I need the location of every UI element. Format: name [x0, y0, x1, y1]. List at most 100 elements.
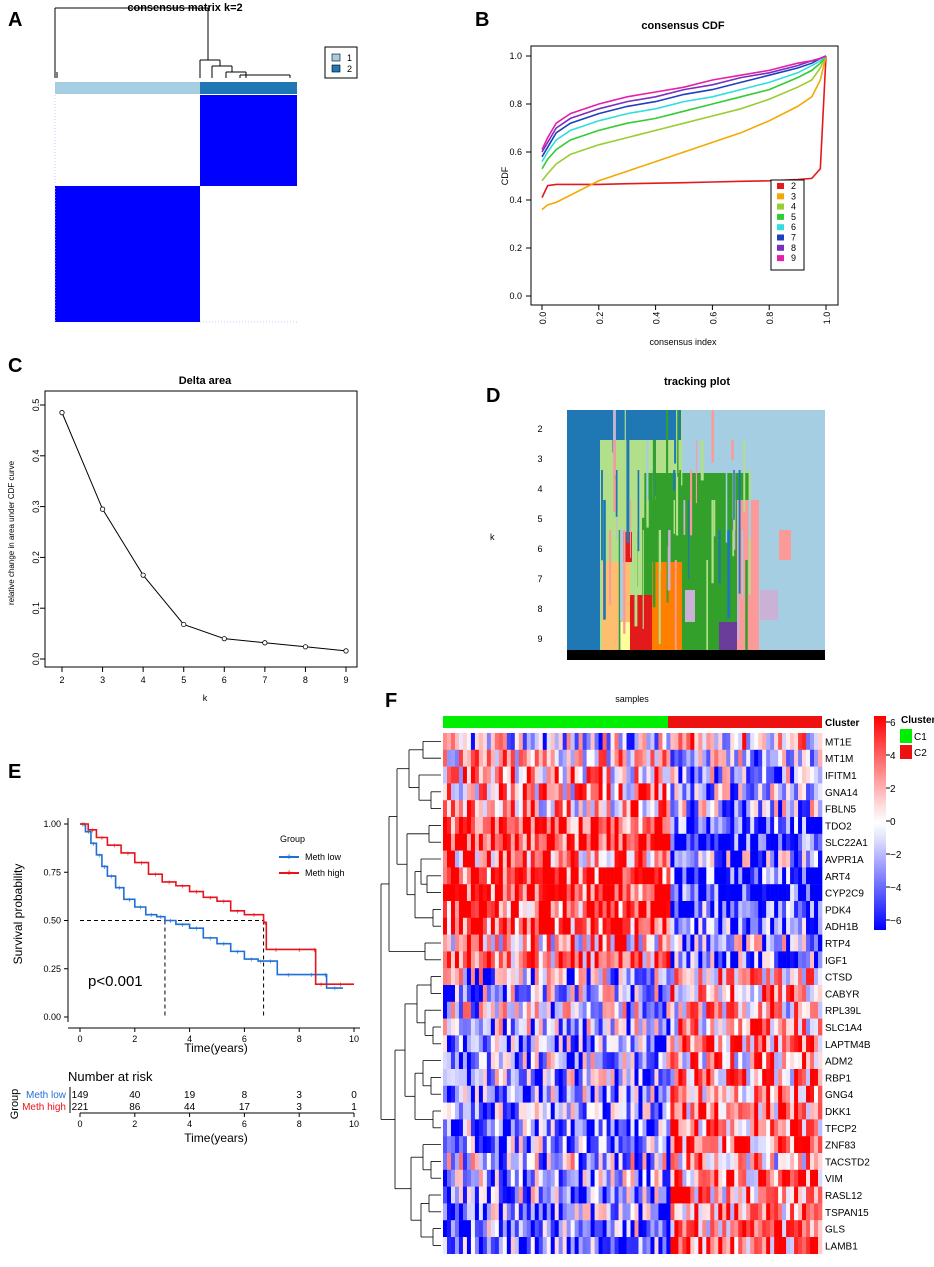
- heatmap-cell: [554, 1237, 559, 1254]
- heatmap-cell: [542, 783, 548, 801]
- heatmap-cell: [754, 800, 759, 818]
- heatmap-cell: [482, 1035, 488, 1053]
- heatmap-cell: [522, 1018, 528, 1036]
- heatmap-cell: [722, 867, 727, 885]
- heatmap-cell: [634, 1203, 639, 1221]
- heatmap-cell: [770, 917, 775, 935]
- tracking-stripe: [743, 440, 746, 513]
- heatmap-cell: [682, 985, 687, 1002]
- heatmap-cell: [474, 985, 480, 1002]
- heatmap-cell: [470, 1102, 476, 1120]
- heatmap-cell: [598, 951, 603, 969]
- heatmap-cell: [618, 1069, 623, 1086]
- heatmap-cell: [454, 1035, 460, 1053]
- heatmap-cell: [454, 833, 460, 851]
- heatmap-cell: [514, 934, 520, 952]
- heatmap-cell: [458, 1169, 464, 1187]
- heatmap-cell: [506, 749, 512, 767]
- heatmap-cell: [798, 833, 803, 851]
- heatmap-cell: [454, 1136, 460, 1154]
- heatmap-cell: [542, 1220, 548, 1238]
- heatmap-cell: [630, 1220, 635, 1238]
- heatmap-cell: [730, 901, 735, 918]
- heatmap-cell: [482, 1069, 488, 1086]
- heatmap-cell: [738, 749, 743, 767]
- heatmap-cell: [766, 800, 771, 818]
- heatmap-cell: [814, 1203, 819, 1221]
- heatmap-cell: [586, 766, 591, 784]
- heatmap-cell: [642, 867, 647, 885]
- heatmap-cell: [626, 850, 631, 868]
- heatmap-cell: [470, 1119, 476, 1137]
- heatmap-cell: [790, 1102, 795, 1120]
- heatmap-cell: [534, 867, 540, 885]
- heatmap-cell: [694, 1237, 699, 1254]
- heatmap-cell: [582, 850, 587, 868]
- heatmap-cell: [766, 884, 771, 902]
- heatmap-cell: [566, 817, 571, 834]
- heatmap-cell: [754, 1085, 759, 1103]
- heatmap-cell: [654, 1169, 659, 1187]
- heatmap-cell: [802, 968, 807, 986]
- heatmap-cell: [762, 1153, 767, 1170]
- heatmap-cell: [542, 766, 548, 784]
- heatmap-cell: [726, 1035, 731, 1053]
- b-legend-swatch-k2: [777, 183, 784, 189]
- heatmap-cell: [798, 1186, 803, 1204]
- heatmap-cell: [534, 1085, 540, 1103]
- heatmap-cell: [746, 1018, 751, 1036]
- heatmap-cell: [726, 766, 731, 784]
- heatmap-cell: [762, 1085, 767, 1103]
- heatmap-cell: [590, 968, 595, 986]
- heatmap-cell: [662, 951, 667, 969]
- heatmap-cell: [650, 749, 655, 767]
- heatmap-cell: [542, 1169, 548, 1187]
- heatmap-cell: [722, 951, 727, 969]
- heatmap-cell: [514, 850, 520, 868]
- tracking-stripe: [642, 530, 644, 629]
- heatmap-cell: [562, 783, 567, 801]
- heatmap-cell: [498, 934, 504, 952]
- heatmap-cell: [650, 901, 655, 918]
- heatmap-cell: [514, 951, 520, 969]
- cluster-1-annotation-bar: [55, 82, 200, 94]
- heatmap-cell: [574, 934, 579, 952]
- heatmap-cell: [798, 1203, 803, 1221]
- heatmap-cell: [562, 766, 567, 784]
- heatmap-cell: [578, 917, 583, 935]
- heatmap-cell: [802, 1169, 807, 1187]
- heatmap-cell: [582, 951, 587, 969]
- heatmap-cell: [618, 1220, 623, 1238]
- heatmap-cell: [582, 1035, 587, 1053]
- heatmap-cell: [470, 1085, 476, 1103]
- heatmap-cell: [510, 800, 516, 818]
- heatmap-cell: [726, 968, 731, 986]
- heatmap-cell: [782, 1203, 787, 1221]
- b-legend-swatch-k3: [777, 193, 784, 200]
- heatmap-cell: [490, 733, 496, 750]
- heatmap-cell: [478, 1136, 484, 1154]
- c-xtick-label-3: 5: [181, 675, 186, 685]
- heatmap-cell: [702, 1220, 707, 1238]
- heatmap-cell: [506, 1018, 512, 1036]
- heatmap-cell: [682, 884, 687, 902]
- heatmap-cell: [443, 1102, 448, 1120]
- heatmap-cell: [562, 1203, 567, 1221]
- heatmap-cell: [443, 1186, 448, 1204]
- heatmap-cell: [570, 867, 575, 885]
- heatmap-cell: [574, 1001, 579, 1019]
- heatmap-cell: [458, 800, 464, 818]
- heatmap-cell: [490, 934, 496, 952]
- heatmap-cell: [618, 1186, 623, 1204]
- colorbar-tick-label-2: 2: [890, 784, 896, 795]
- heatmap-cell: [734, 749, 739, 767]
- heatmap-cell: [554, 766, 559, 784]
- heatmap-cell: [770, 867, 775, 885]
- risk-row-label-meth-low: Meth low: [26, 1090, 67, 1101]
- heatmap-cell: [778, 1186, 783, 1204]
- e-ytick-label-3: 0.75: [43, 867, 61, 877]
- heatmap-cell: [646, 934, 651, 952]
- heatmap-cell: [814, 1052, 819, 1070]
- heatmap-cell: [798, 817, 803, 834]
- heatmap-cell: [658, 1203, 663, 1221]
